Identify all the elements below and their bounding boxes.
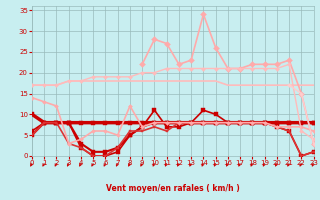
X-axis label: Vent moyen/en rafales ( km/h ): Vent moyen/en rafales ( km/h ) — [106, 184, 240, 193]
